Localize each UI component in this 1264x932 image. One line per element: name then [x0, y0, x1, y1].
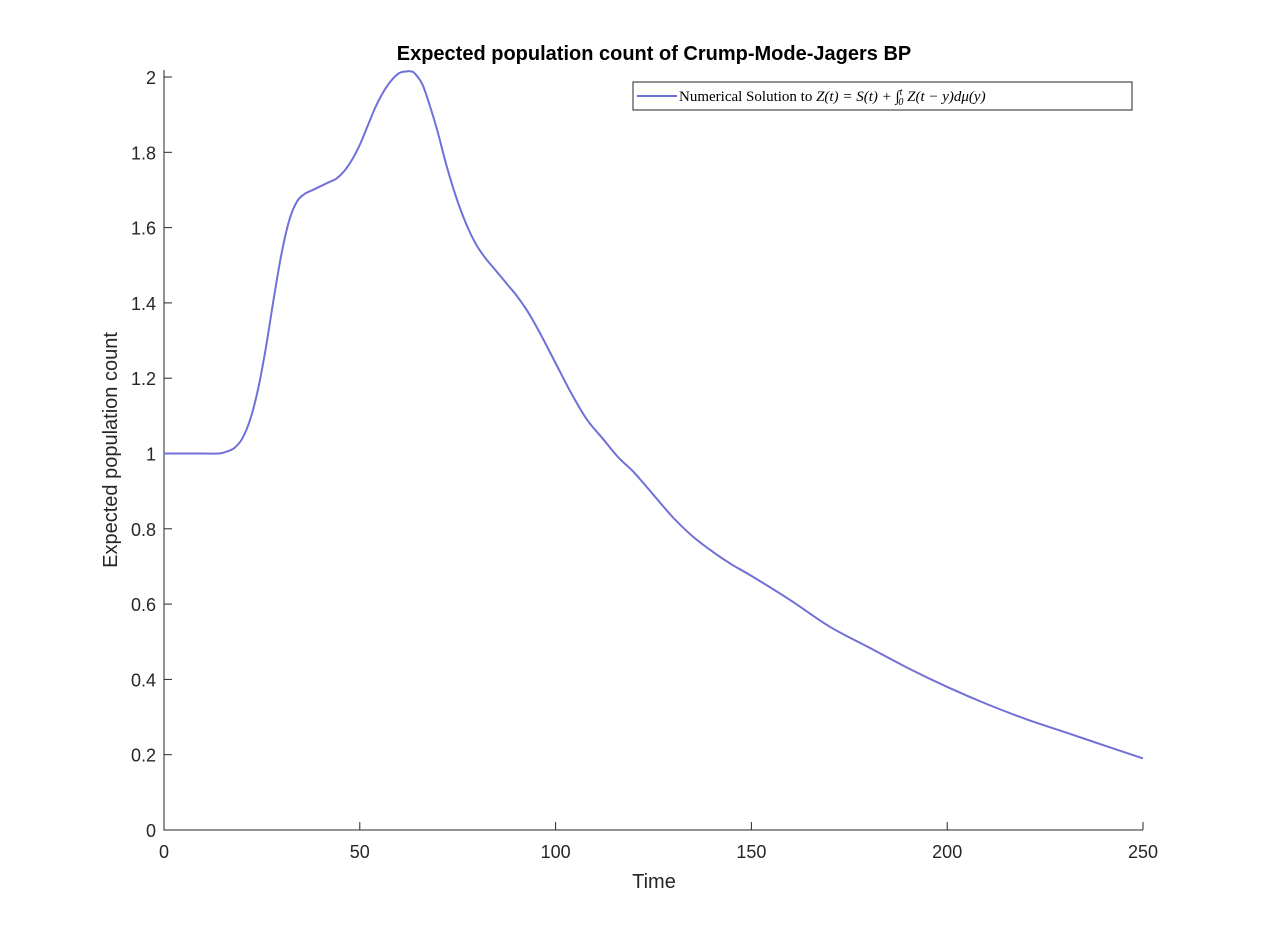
series-line: [163, 70, 1144, 760]
y-tick-label: 1.4: [131, 294, 156, 314]
y-axis-label: Expected population count: [100, 332, 122, 568]
chart-title: Expected population count of Crump-Mode-…: [397, 43, 911, 65]
y-tick-label: 0.2: [131, 746, 156, 766]
y-tick-label: 0.6: [131, 595, 156, 615]
y-tick-label: 0.8: [131, 520, 156, 540]
x-tick-label: 250: [1128, 842, 1158, 862]
legend-label-sup: t: [900, 87, 903, 98]
x-axis-label: Time: [632, 871, 676, 893]
y-tick-label: 1.8: [131, 143, 156, 163]
legend: Numerical Solution to Z(t) = S(t) + ∫t 0 …: [632, 81, 1133, 111]
legend-label-plain: Numerical Solution to: [679, 89, 816, 105]
legend-label-math: Z(t) = S(t) + ∫: [816, 89, 901, 105]
legend-label-tail: Z(t − y)dμ(y): [903, 89, 985, 105]
legend-entry-label: Numerical Solution to Z(t) = S(t) + ∫t 0 …: [679, 87, 986, 108]
series-group: [163, 70, 1144, 760]
y-tick-label: 1.2: [131, 369, 156, 389]
x-tick-label: 100: [541, 842, 571, 862]
x-tick-label: 150: [736, 842, 766, 862]
y-tick-label: 1: [146, 445, 156, 465]
y-tick-label: 0.4: [131, 670, 156, 690]
legend-box: [632, 81, 1133, 111]
y-ticks: 0 0.2 0.4 0.6 0.8 1 1.2 1.4 1.6 1.8 2: [131, 68, 172, 841]
y-tick-label: 2: [146, 68, 156, 88]
x-tick-label: 0: [159, 842, 169, 862]
x-tick-label: 200: [932, 842, 962, 862]
y-tick-label: 0: [146, 821, 156, 841]
y-tick-label: 1.6: [131, 219, 156, 239]
plot-area: 0 50 100 150 200 250 0 0.2 0.4 0.6 0.8 1 1.2 1.4 1.6 1…: [131, 68, 1158, 862]
x-ticks: 0 50 100 150 200 250: [159, 822, 1158, 862]
legend-label-sub: 0: [898, 97, 903, 108]
x-tick-label: 50: [350, 842, 370, 862]
